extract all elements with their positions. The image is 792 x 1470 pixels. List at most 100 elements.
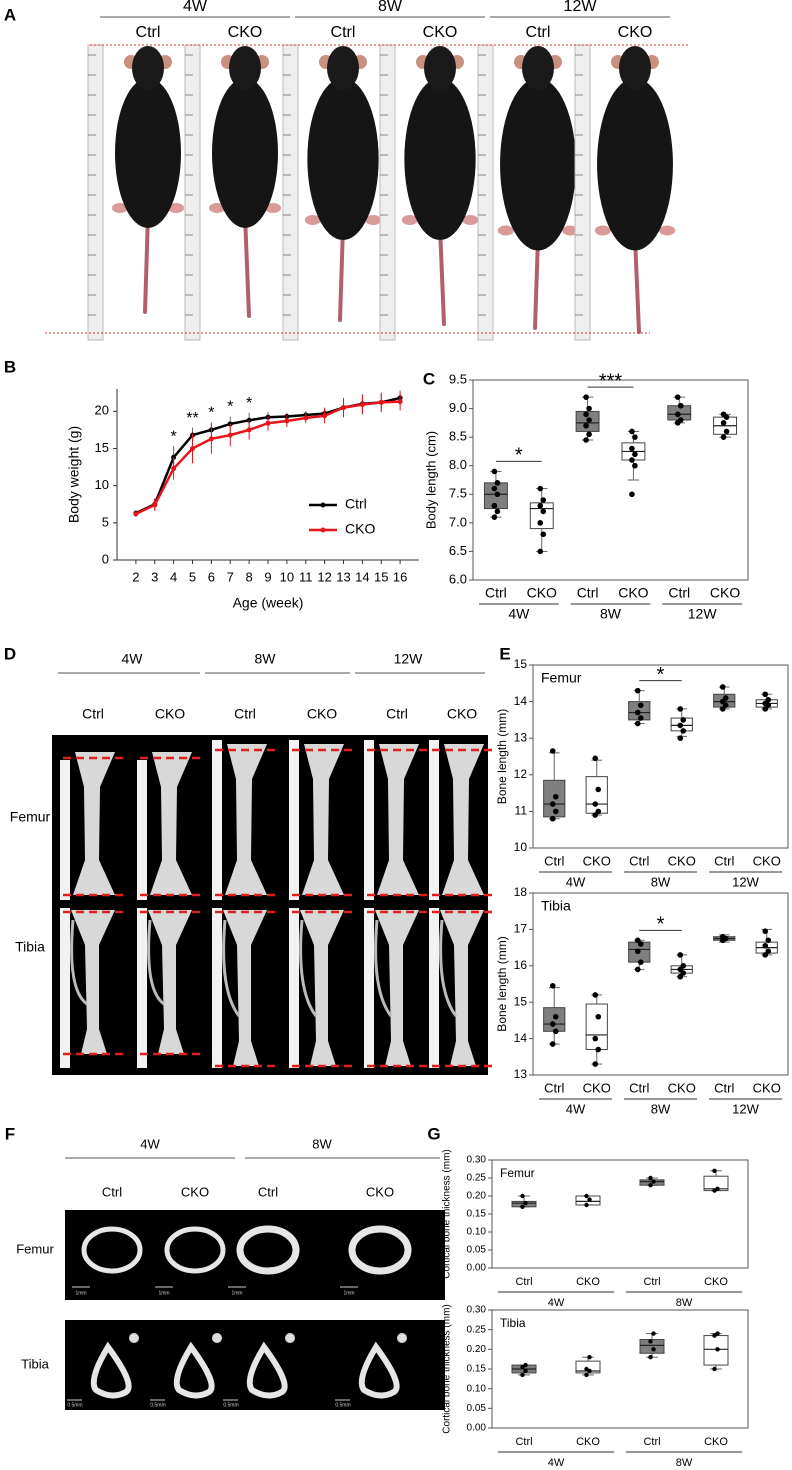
data-point xyxy=(629,445,635,452)
scale-bar-label: 0.5mm xyxy=(67,1402,82,1408)
mouse-body xyxy=(500,78,576,251)
data-point xyxy=(583,394,589,400)
mouse-foot xyxy=(562,225,579,236)
x-tick-label: Ctrl xyxy=(668,585,690,601)
x-tick-label: 16 xyxy=(393,569,407,584)
data-point xyxy=(651,1331,656,1336)
data-point xyxy=(587,1197,592,1202)
column-label: Ctrl xyxy=(234,706,256,722)
ct-image xyxy=(52,735,488,1075)
x-tick-label: CKO xyxy=(527,585,557,601)
y-tick-label: 0.10 xyxy=(467,1227,487,1238)
mouse-foot xyxy=(659,225,676,236)
mouse-foot xyxy=(497,225,514,236)
tibia-section xyxy=(90,1341,132,1399)
data-point xyxy=(715,1347,720,1352)
y-tick-label: 15 xyxy=(95,440,109,455)
y-axis-title: Bone length (mm) xyxy=(495,936,509,1031)
panel-letter: F xyxy=(5,1124,15,1143)
y-tick-label: 10 xyxy=(514,840,528,854)
x-tick-label: 4 xyxy=(170,569,177,584)
data-point xyxy=(520,1193,525,1199)
column-label: CKO xyxy=(307,706,337,722)
data-point xyxy=(651,1179,656,1184)
ruler xyxy=(379,44,396,341)
data-point xyxy=(494,480,501,486)
group-label: 12W xyxy=(688,606,718,622)
box xyxy=(585,1003,608,1051)
data-point xyxy=(171,466,177,472)
ruler xyxy=(87,44,104,341)
ruler xyxy=(184,44,201,341)
ruler xyxy=(429,740,439,900)
mouse-body xyxy=(307,78,379,240)
mouse-head xyxy=(327,46,359,90)
x-tick-label: CKO xyxy=(753,1080,781,1095)
scale-bar-label: 1mm xyxy=(158,1290,169,1296)
column-label: Ctrl xyxy=(136,24,161,41)
data-point xyxy=(549,1021,556,1027)
ruler xyxy=(364,908,374,1068)
y-tick-label: 9.5 xyxy=(449,371,467,386)
x-tick-label: Ctrl xyxy=(714,1080,734,1095)
y-tick-label: 0.20 xyxy=(467,1344,487,1355)
data-point xyxy=(677,402,684,409)
y-tick-label: 17 xyxy=(514,922,528,936)
ruler xyxy=(137,908,147,1068)
data-point xyxy=(584,1202,589,1208)
significance-label: * xyxy=(171,428,177,445)
column-label: CKO xyxy=(447,706,477,722)
ruler xyxy=(60,760,70,900)
y-tick-label: 13 xyxy=(514,730,528,744)
x-tick-label: Ctrl xyxy=(714,853,734,868)
data-point xyxy=(762,928,769,935)
ruler xyxy=(289,908,299,1068)
x-axis-title: Age (week) xyxy=(233,595,304,611)
x-tick-label: 2 xyxy=(132,569,139,584)
legend-label: Ctrl xyxy=(345,496,367,512)
data-point xyxy=(227,432,233,438)
panel-letter: G xyxy=(427,1124,440,1143)
data-point xyxy=(592,755,599,762)
mouse-head xyxy=(229,46,261,90)
data-point xyxy=(586,431,592,438)
plot-frame xyxy=(532,892,789,1076)
significance-label: *** xyxy=(599,370,623,392)
data-point xyxy=(762,691,769,698)
significance-label: * xyxy=(657,664,665,686)
data-point xyxy=(677,706,684,712)
y-tick-label: 0.30 xyxy=(467,1155,487,1166)
y-tick-label: 0.25 xyxy=(467,1173,487,1184)
femur-section xyxy=(164,1226,226,1274)
y-tick-label: 0.00 xyxy=(467,1423,487,1434)
x-tick-label: Ctrl xyxy=(544,853,564,868)
group-label: 4W xyxy=(566,1101,586,1116)
femur-section xyxy=(81,1226,143,1274)
column-label: Ctrl xyxy=(102,1184,122,1199)
data-point xyxy=(719,684,726,690)
y-axis-title: Cortical bone thickness (mm) xyxy=(442,1304,453,1433)
mouse-head xyxy=(424,46,456,90)
data-point xyxy=(537,502,544,509)
fibula-section xyxy=(212,1333,222,1343)
row-label: Tibia xyxy=(21,1356,49,1371)
group-label: 4W xyxy=(548,1297,565,1309)
data-point xyxy=(587,1355,592,1360)
data-point xyxy=(637,715,644,721)
x-tick-label: 11 xyxy=(299,569,313,584)
y-tick-label: 7.5 xyxy=(449,486,467,501)
scale-bar-label: 0.5mm xyxy=(223,1402,238,1408)
data-point xyxy=(359,402,365,408)
panel-letter: B xyxy=(4,357,16,376)
data-point xyxy=(719,933,726,940)
data-point xyxy=(592,1061,599,1067)
data-point xyxy=(494,491,501,498)
y-axis-title: Cortical bone thickness (mm) xyxy=(442,1149,453,1278)
fibula-section xyxy=(285,1333,295,1343)
box xyxy=(543,1007,566,1032)
data-point xyxy=(765,937,772,944)
group-header: 4W xyxy=(122,651,144,667)
y-tick-label: 15 xyxy=(514,994,528,1008)
data-point xyxy=(712,1168,717,1174)
data-point xyxy=(552,1013,559,1020)
